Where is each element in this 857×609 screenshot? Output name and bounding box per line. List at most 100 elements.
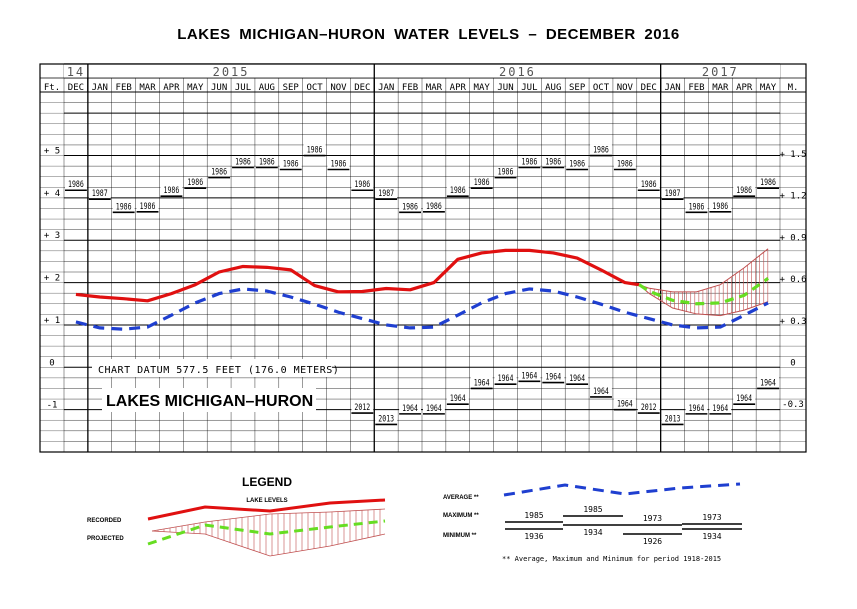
right-tick-label: + 0.9 — [779, 233, 806, 243]
maximum-label-bg — [279, 158, 302, 169]
month-label: DEC — [641, 83, 657, 93]
month-label: NOV — [330, 83, 347, 93]
minimum-year-label: 1964 — [736, 393, 752, 403]
maximum-year-label: 1986 — [760, 177, 776, 187]
minimum-year-label: 1964 — [760, 378, 776, 388]
maximum-label-bg — [661, 188, 684, 199]
right-tick-label: + 1.2 — [779, 191, 806, 201]
year-label: 2016 — [499, 65, 536, 79]
month-label: MAR — [139, 83, 156, 93]
left-tick-label: + 2 — [44, 274, 60, 284]
maximum-label-bg — [470, 177, 493, 188]
maximum-label-bg — [375, 188, 398, 199]
month-label: SEP — [283, 83, 300, 93]
month-label: MAY — [474, 83, 491, 93]
maximum-label-bg — [136, 200, 159, 211]
maximum-label-bg — [112, 201, 135, 212]
year-band — [64, 64, 780, 78]
series-lines — [75, 248, 769, 331]
projected-lower-line — [638, 284, 769, 317]
minimum-year-label: 2013 — [665, 414, 681, 424]
chart-title: LAKES MICHIGAN–HURON WATER LEVELS – DECE… — [177, 26, 680, 43]
month-label: JUN — [497, 83, 513, 93]
maximum-year-label: 1986 — [307, 145, 323, 155]
maximum-year-label: 1986 — [68, 179, 84, 189]
minimum-label-bg — [542, 371, 565, 382]
maximum-year-label: 1986 — [140, 201, 156, 211]
year-label: 14 — [67, 65, 85, 79]
minimum-year-label: 1964 — [545, 372, 561, 382]
minimum-label-bg — [351, 402, 374, 413]
year-label: 2017 — [702, 65, 739, 79]
maximum-year-label: 1986 — [116, 201, 132, 211]
legend-projected-line — [147, 519, 386, 546]
minimum-label-bg — [757, 377, 779, 388]
chart-notes: CHART DATUM 577.5 FEET (176.0 METERS) LA… — [92, 359, 339, 412]
minimum-label-bg — [613, 398, 636, 409]
minimum-label-bg — [446, 393, 469, 404]
left-tick-label: + 3 — [44, 231, 60, 241]
maximum-year-label: 1986 — [211, 167, 227, 177]
maximum-year-label: 1986 — [354, 179, 370, 189]
legend-max-year: 1985 — [583, 505, 602, 514]
minimum-year-label: 1964 — [402, 403, 418, 413]
maximum-year-label: 1987 — [378, 188, 394, 198]
maximum-label-bg — [208, 166, 231, 177]
year-label: 2015 — [213, 65, 250, 79]
maximum-label-bg — [637, 179, 660, 190]
maximum-label-bg — [613, 158, 636, 169]
axis-labels: + 5 + 4 + 3 + 2 + 1 0 -1 + 1.5 + 1.2 + 0.9 + 0.6 + … — [44, 147, 807, 411]
maximum-year-label: 1986 — [689, 201, 705, 211]
legend-min-year: 1926 — [643, 537, 662, 546]
maximum-label-bg — [65, 179, 87, 190]
maximum-year-label: 1986 — [402, 201, 418, 211]
minimum-year-label: 1964 — [617, 399, 633, 409]
left-tick-label: 0 — [49, 358, 54, 368]
projected-range — [638, 248, 769, 317]
maximum-year-label: 1986 — [259, 156, 275, 166]
month-label: APR — [450, 83, 467, 93]
maximum-label-bg — [542, 156, 565, 167]
minimum-label-bg — [590, 385, 612, 396]
left-unit-label: Ft. — [44, 83, 60, 93]
legend-max-year: 1973 — [643, 514, 662, 523]
month-label: OCT — [593, 83, 610, 93]
lake-name-label: LAKES MICHIGAN–HURON — [106, 393, 313, 410]
left-tick-label: + 4 — [44, 189, 60, 199]
maximum-label-bg — [327, 158, 350, 169]
legend-average-line — [503, 482, 741, 497]
right-unit-label: M. — [788, 83, 799, 93]
maximum-year-label: 1986 — [283, 159, 299, 169]
right-tick-label: -0.3 — [782, 400, 804, 410]
legend-min-year: 1936 — [524, 532, 543, 541]
minimum-year-label: 1964 — [569, 373, 585, 383]
maximum-year-label: 1986 — [474, 177, 490, 187]
minimum-label-bg — [685, 402, 708, 413]
maximum-label-bg — [518, 156, 541, 167]
maximum-year-label: 1986 — [569, 159, 585, 169]
minimum-label-bg — [518, 370, 541, 381]
month-label: FEB — [688, 83, 704, 93]
projected-line — [638, 277, 769, 306]
legend-max-year: 1973 — [702, 513, 721, 522]
minimum-label-bg — [494, 373, 517, 384]
legend-min-year: 1934 — [702, 532, 721, 541]
month-label: JUN — [211, 83, 227, 93]
month-label: JAN — [92, 83, 108, 93]
legend-footnote: ** Average, Maximum and Minimum for peri… — [502, 555, 721, 563]
maximum-year-label: 1986 — [187, 177, 203, 187]
month-label: JUL — [521, 83, 537, 93]
legend-min-year: 1934 — [583, 528, 602, 537]
minimum-year-label: 2013 — [378, 414, 394, 424]
month-label: MAY — [760, 83, 777, 93]
legend-projected-label: PROJECTED — [87, 536, 124, 542]
month-label: JAN — [664, 83, 680, 93]
minimum-year-label: 2012 — [354, 402, 370, 412]
right-tick-label: + 0.3 — [779, 317, 806, 327]
month-label: FEB — [116, 83, 132, 93]
maximum-year-label: 1987 — [665, 188, 681, 198]
legend-subtitle: LAKE LEVELS — [246, 498, 287, 504]
minimum-year-label: 1964 — [450, 393, 466, 403]
maximum-year-label: 1986 — [498, 167, 514, 177]
